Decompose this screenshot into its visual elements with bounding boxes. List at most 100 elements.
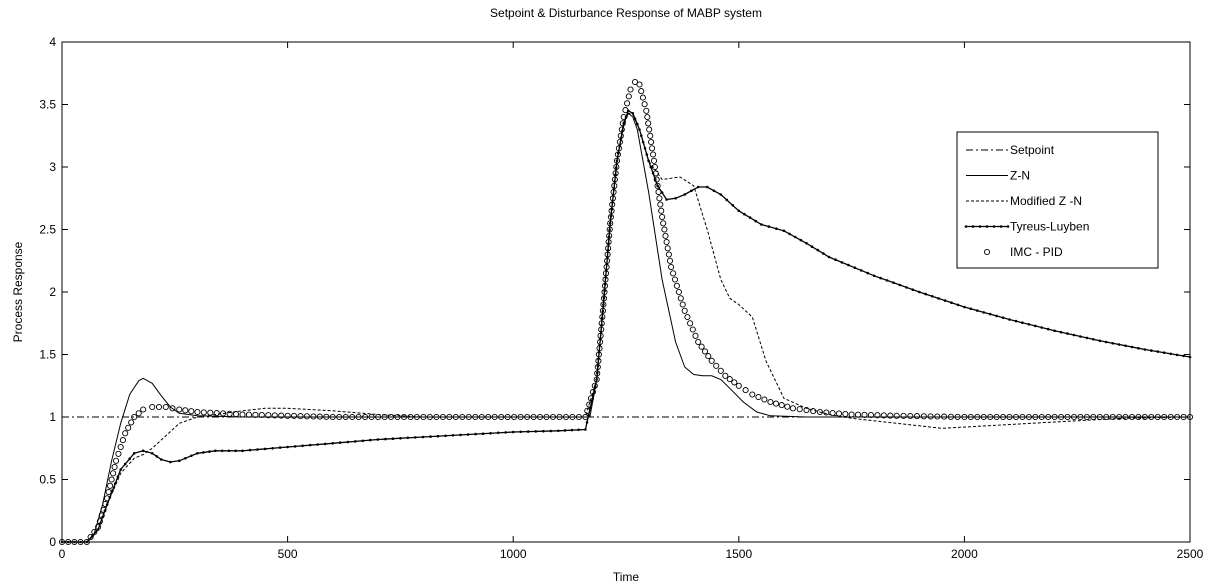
data-point [969, 307, 973, 311]
data-point [617, 132, 624, 139]
data-point [517, 413, 524, 421]
data-point [823, 409, 830, 416]
data-point [1014, 319, 1018, 323]
data-point [829, 409, 836, 417]
data-point [607, 235, 611, 239]
legend-marker [983, 248, 991, 256]
axis-ticks: 0 500 1000 1500 2000 2500 0 0.5 1 1.5 2 2.5 3 3.5 4 [39, 35, 1203, 561]
data-point [596, 371, 599, 375]
data-point [639, 94, 646, 101]
data-point [796, 406, 803, 413]
data-point [1092, 338, 1095, 341]
data-point [633, 117, 637, 120]
legend-dot [992, 225, 996, 228]
data-point [662, 232, 669, 239]
data-point [748, 216, 752, 219]
data-point [1130, 345, 1134, 349]
data-point [788, 232, 791, 236]
data-point [671, 276, 679, 283]
data-point [1104, 340, 1108, 344]
data-point [200, 409, 207, 416]
data-point [1038, 413, 1045, 421]
data-point [208, 450, 211, 453]
data-point [406, 436, 410, 440]
y-tick-label: 2.5 [39, 223, 56, 237]
legend-box [956, 131, 1159, 269]
data-point [196, 452, 199, 455]
data-point [202, 451, 205, 454]
data-point [755, 393, 762, 401]
data-point [640, 134, 643, 138]
data-point [584, 407, 591, 414]
data-point [609, 201, 616, 208]
data-point [594, 370, 601, 377]
data-point [155, 403, 163, 411]
data-point [323, 413, 330, 420]
data-point [329, 413, 336, 421]
data-point [178, 459, 181, 463]
data-point [754, 219, 757, 223]
series-modified-z-n [62, 112, 1191, 543]
legend-dot [1006, 225, 1010, 228]
legend-label: IMC - PID [1010, 245, 1063, 259]
data-point [1116, 413, 1123, 421]
data-point [155, 455, 159, 458]
data-point [673, 282, 680, 289]
data-point [1021, 321, 1024, 325]
data-point [220, 410, 227, 417]
data-point [188, 408, 195, 415]
data-point [446, 413, 453, 421]
data-point [650, 157, 658, 164]
data-point [245, 411, 252, 418]
data-point [413, 413, 420, 421]
data-point [595, 351, 602, 358]
data-point [601, 288, 608, 296]
data-point [489, 432, 492, 435]
data-point [433, 413, 440, 421]
data-point [816, 248, 820, 252]
data-point [368, 413, 375, 421]
data-point [104, 495, 111, 502]
data-point [87, 533, 94, 541]
series-imc-pid [58, 78, 1194, 546]
x-tick-label: 2000 [951, 547, 978, 561]
data-point [605, 238, 612, 246]
data-point [98, 512, 105, 519]
data-point [125, 424, 132, 431]
data-point [105, 488, 112, 496]
data-point [690, 189, 693, 193]
data-point [893, 412, 900, 419]
data-point [1141, 413, 1148, 421]
data-point [556, 413, 563, 421]
data-point [162, 403, 169, 411]
data-point [459, 433, 462, 437]
data-point [651, 163, 658, 171]
data-point [668, 263, 675, 271]
data-point [265, 412, 272, 419]
plot-frame [61, 41, 1191, 543]
data-point [805, 242, 808, 245]
data-point [1034, 324, 1037, 328]
data-point [369, 438, 372, 442]
data-point [511, 430, 515, 434]
data-point [1143, 348, 1147, 351]
data-point [675, 288, 682, 296]
data-point [647, 159, 650, 163]
data-point [79, 540, 82, 544]
legend-dot [999, 225, 1003, 228]
data-point [308, 443, 312, 447]
x-tick-label: 0 [59, 547, 66, 561]
data-point [1000, 413, 1007, 421]
data-point [426, 413, 433, 421]
data-point [606, 226, 613, 233]
data-point [648, 138, 655, 146]
data-point [646, 126, 653, 133]
data-point [619, 120, 626, 127]
data-point [1156, 350, 1160, 353]
data-point [1079, 335, 1082, 338]
data-point [263, 447, 267, 451]
legend-label: Tyreus-Luyben [1010, 220, 1089, 234]
data-point [900, 412, 907, 419]
data-point [600, 295, 608, 302]
